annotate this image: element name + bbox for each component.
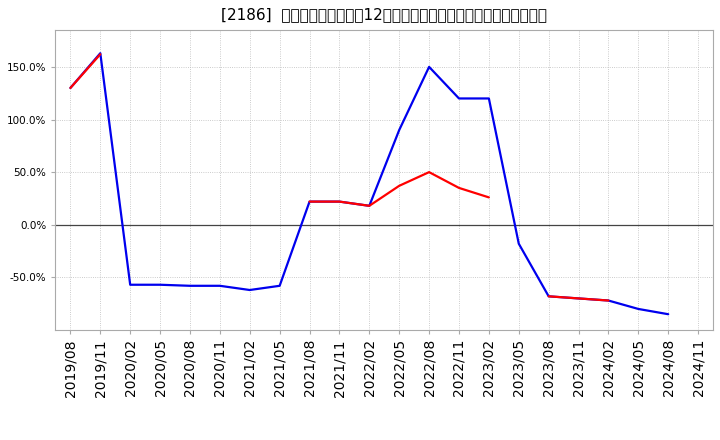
Title: [2186]  キャッシュフローの12か月移動合計の対前年同期増減率の推移: [2186] キャッシュフローの12か月移動合計の対前年同期増減率の推移: [221, 7, 547, 22]
